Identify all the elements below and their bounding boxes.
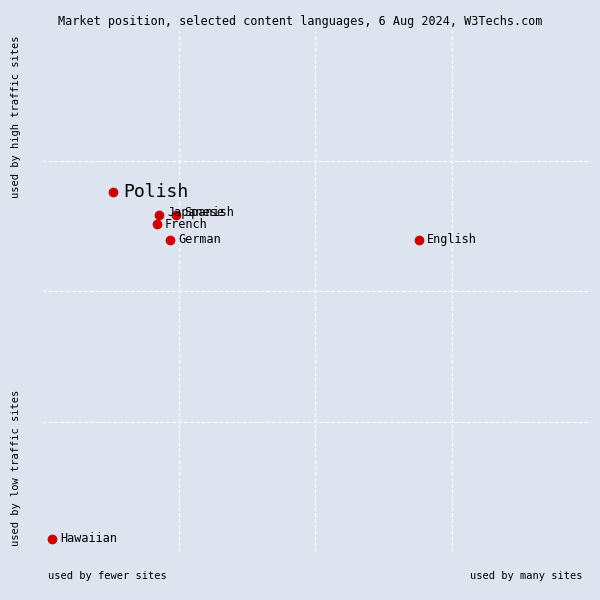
Text: Spanish: Spanish	[184, 206, 234, 219]
Text: English: English	[427, 233, 477, 247]
Text: Hawaiian: Hawaiian	[60, 532, 117, 545]
Text: German: German	[179, 233, 221, 247]
Text: Market position, selected content languages, 6 Aug 2024, W3Techs.com: Market position, selected content langua…	[58, 15, 542, 28]
Text: Japanese: Japanese	[167, 206, 224, 219]
Text: French: French	[165, 218, 208, 230]
Text: used by many sites: used by many sites	[470, 571, 582, 581]
Text: used by high traffic sites: used by high traffic sites	[11, 36, 21, 199]
Text: Polish: Polish	[123, 183, 188, 201]
Text: used by fewer sites: used by fewer sites	[48, 571, 167, 581]
Text: used by low traffic sites: used by low traffic sites	[11, 390, 21, 546]
